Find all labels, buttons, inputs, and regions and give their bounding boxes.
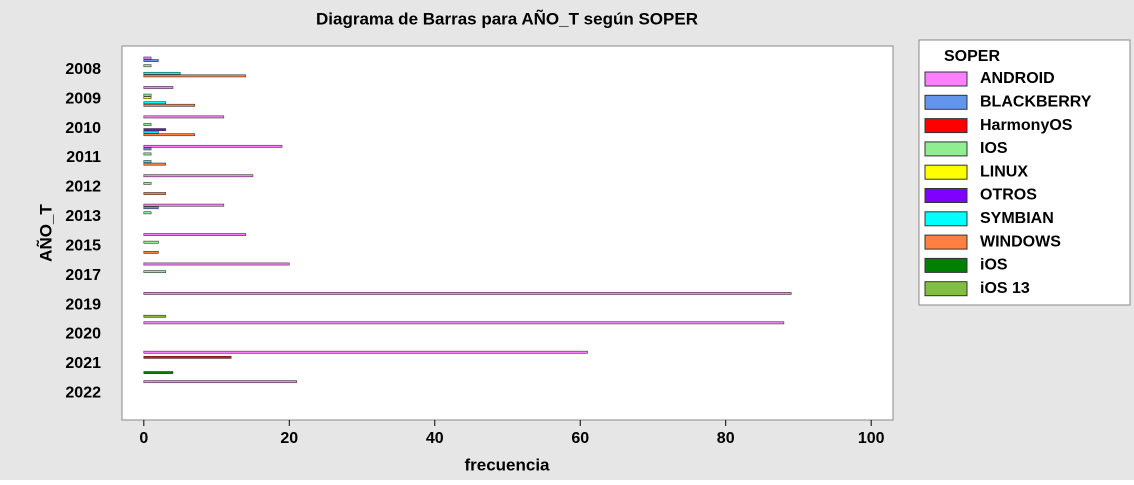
bar [143,174,254,178]
x-tick-label: 80 [717,430,735,447]
legend-swatch [924,164,968,180]
bar [143,59,159,63]
bar [143,93,152,97]
bar [143,96,152,100]
legend-swatch [924,141,968,157]
legend-label: LINUX [980,163,1028,180]
y-axis-label: AÑO_T [35,204,55,262]
bar [143,240,159,244]
x-tick-label: 20 [280,430,298,447]
legend-label: BLACKBERRY [980,94,1092,111]
legend-label: IOS [980,140,1008,157]
legend-label: iOS 13 [980,280,1030,297]
bar [143,270,166,274]
legend-swatch [924,71,968,87]
legend-swatch [924,234,968,250]
x-tick-label: 40 [426,430,444,447]
bar [143,144,283,148]
bar [143,152,152,156]
y-tick-label: 2019 [65,296,101,313]
bar [143,380,297,384]
bar [143,128,166,132]
bar [143,162,166,166]
bar [143,147,152,151]
bar [143,71,181,75]
x-tick-label: 60 [571,430,589,447]
legend-title: SOPER [944,48,1000,65]
y-tick-label: 2011 [66,149,101,166]
bar [143,371,174,374]
x-tick-label: 0 [139,430,148,447]
bar [143,123,152,126]
bar [143,262,290,266]
bar [143,133,196,137]
legend-swatch [924,94,968,110]
legend-label: iOS [980,257,1008,274]
y-tick-label: 2010 [65,120,101,137]
y-tick-label: 2008 [65,61,101,78]
x-tick-label: 100 [858,430,885,447]
bar [143,101,166,105]
bar [143,192,166,195]
bar [143,250,159,254]
bar [143,350,588,354]
y-tick-label: 2013 [65,208,101,225]
y-tick-label: 2012 [65,179,101,196]
bar [143,74,246,78]
y-tick-label: 2021 [65,355,101,372]
bar [143,160,152,163]
bar [143,56,152,60]
legend-label: HarmonyOS [980,117,1073,134]
y-tick-label: 2017 [65,267,101,284]
x-axis-label: frecuencia [464,455,550,474]
bar [143,314,166,318]
y-tick-label: 2020 [65,326,101,343]
bar [143,292,792,295]
chart-title: Diagrama de Barras para AÑO_T según SOPE… [316,8,698,28]
bar [143,64,152,68]
plot-area [121,45,894,421]
bar [143,103,196,107]
bar [143,130,159,134]
bar [143,86,174,89]
legend-label: OTROS [980,187,1037,204]
y-tick-label: 2009 [65,90,101,107]
legend-label: SYMBIAN [980,210,1054,227]
legend-label: ANDROID [980,70,1055,87]
bar [143,355,232,359]
legend-swatch [924,281,968,297]
legend-label: WINDOWS [980,233,1061,250]
bar [143,203,225,207]
bar [143,321,785,325]
legend-swatch [924,118,968,134]
bar [143,233,246,236]
bar [143,211,152,215]
y-tick-label: 2022 [65,385,101,402]
legend-swatch [924,257,968,273]
legend-swatch [924,188,968,203]
legend-swatch [924,211,968,227]
bar [143,206,159,210]
bar [143,115,225,119]
y-tick-label: 2015 [65,237,101,254]
bar [143,181,152,185]
